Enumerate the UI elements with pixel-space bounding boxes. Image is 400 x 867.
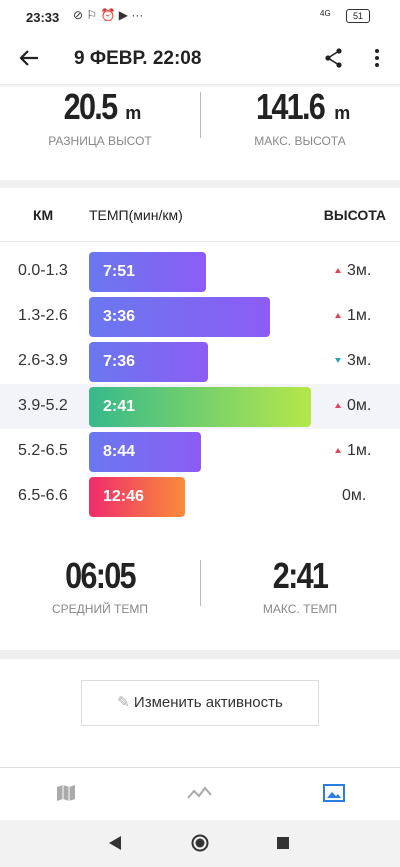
pace-bar: 7:51 [89, 252, 206, 292]
split-row: 5.2-6.5 8:44 1м. [0, 429, 400, 474]
altitude: 1м. [347, 442, 372, 459]
avg-pace: 06:05 [65, 555, 136, 596]
network: 4G [320, 9, 331, 18]
nav-recent[interactable] [277, 837, 289, 849]
pace-bar: 3:36 [89, 297, 270, 337]
km: 3.9-5.2 [18, 397, 68, 414]
col-head: КМ [33, 207, 54, 223]
max-label: МАКС. ВЫСОТА [254, 134, 346, 148]
button-text: Изменить активность [133, 694, 283, 711]
split-row: 6.5-6.6 12:46 0м. [0, 474, 400, 519]
max-value: 141.6 [255, 86, 326, 127]
edit-button[interactable]: ✎ Изменить активность [81, 680, 319, 726]
up-arrow [335, 313, 341, 318]
up-arrow [335, 448, 341, 453]
col-head: ТЕМП(мин/км) [89, 207, 183, 223]
status-time: 23:33 [26, 10, 60, 25]
max-pace: 2:41 [272, 555, 329, 596]
gain-value: 20.5 [63, 86, 117, 127]
shadow [0, 84, 400, 88]
col-head: ВЫСОТА [323, 207, 386, 223]
nav-back[interactable] [109, 836, 123, 850]
status-icons: ⊘ ⚐ ⏰ ▶ ··· [73, 8, 144, 22]
altitude: 3м. [347, 262, 372, 279]
menu-button[interactable] [372, 48, 382, 68]
gain: 20.5 m [0, 86, 200, 128]
altitude: 1м. [347, 307, 372, 324]
up-arrow [335, 268, 341, 273]
gain-label: РАЗНИЦА ВЫСОТ [48, 134, 152, 148]
max: 141.6 m [200, 86, 400, 128]
max-unit: m [334, 103, 351, 123]
altitude: 0м. [342, 487, 367, 504]
altitude: 3м. [347, 352, 372, 369]
separator [0, 180, 400, 188]
title: 9 ФЕВР. 22:08 [74, 48, 202, 69]
divider [200, 560, 201, 606]
km: 6.5-6.6 [18, 487, 68, 504]
pace-bar: 2:41 [89, 387, 311, 427]
split-row: 3.9-5.2 2:41 0м. [0, 384, 400, 429]
pace-bar: 8:44 [89, 432, 201, 472]
share-button[interactable] [324, 48, 344, 68]
km: 2.6-3.9 [18, 352, 68, 369]
nav-home[interactable] [191, 834, 209, 852]
gain-unit: m [125, 103, 142, 123]
pace-bar: 7:36 [89, 342, 208, 382]
pace-bar: 12:46 [89, 477, 185, 517]
km: 5.2-6.5 [18, 442, 68, 459]
km: 0.0-1.3 [18, 262, 68, 279]
photo-tab[interactable] [323, 783, 345, 803]
chart-tab[interactable] [187, 785, 213, 801]
split-row: 1.3-2.6 3:36 1м. [0, 294, 400, 339]
map-tab[interactable] [56, 783, 76, 803]
km: 1.3-2.6 [18, 307, 68, 324]
separator [0, 650, 400, 659]
avg-label: СРЕДНИЙ ТЕМП [51, 602, 148, 616]
battery: 51 [346, 9, 370, 23]
back-button[interactable] [18, 48, 40, 68]
divider [0, 241, 400, 242]
down-arrow [335, 358, 341, 363]
altitude: 0м. [347, 397, 372, 414]
split-row: 2.6-3.9 7:36 3м. [0, 339, 400, 384]
divider [200, 92, 201, 138]
divider [0, 767, 400, 768]
max-pace-label: МАКС. ТЕМП [262, 602, 338, 616]
split-row: 0.0-1.3 7:51 3м. [0, 249, 400, 294]
up-arrow [335, 403, 341, 408]
